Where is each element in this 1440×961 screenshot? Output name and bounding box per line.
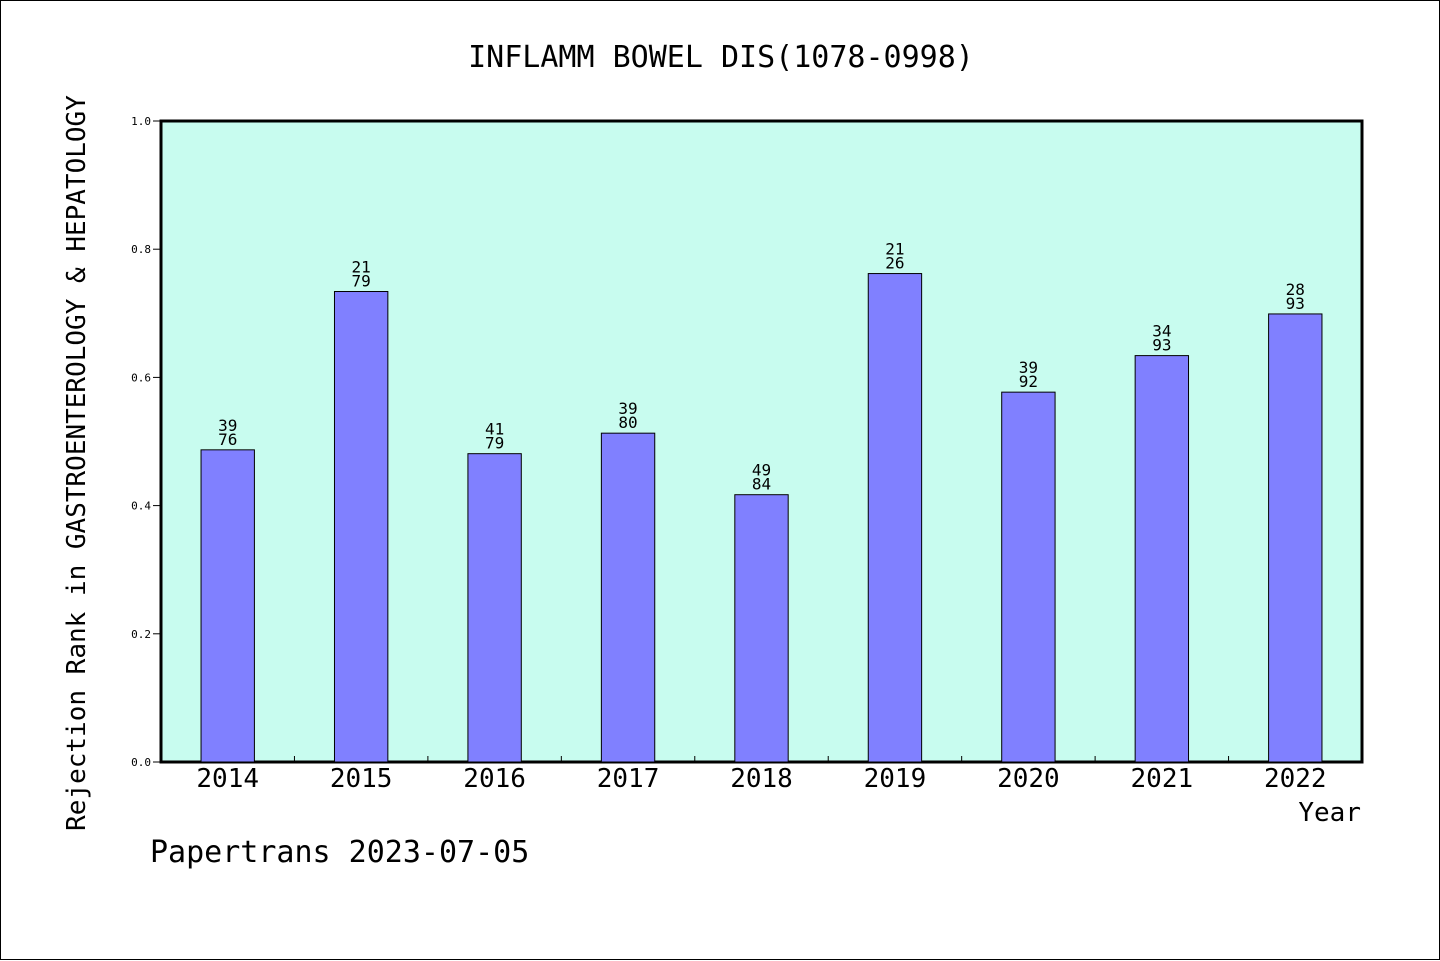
x-axis: 2014 2015 2016 2017 2018 2019 2020 2021 2022	[196, 756, 1327, 794]
bar-total-label: 93	[1152, 336, 1171, 355]
bar-total-label: 79	[485, 434, 504, 453]
y-axis-label: Rejection Rank in GASTROENTEROLOGY & HEP…	[62, 95, 92, 831]
x-tick-label: 2014	[196, 764, 259, 794]
bar-rank-label: 21	[352, 258, 371, 277]
bar-2016	[467, 453, 522, 763]
y-tick-label: 0.4	[131, 500, 151, 513]
bar-2020	[1001, 391, 1056, 763]
bar-2019	[867, 273, 923, 763]
bar-rank-label: 39	[1019, 358, 1038, 377]
x-tick-label: 2019	[864, 764, 927, 794]
bar-2022	[1268, 313, 1323, 763]
bar-2017	[600, 432, 656, 763]
x-tick-label: 2015	[330, 764, 393, 794]
bar-2014	[200, 449, 255, 763]
chart-title: INFLAMM BOWEL DIS(1078-0998)	[468, 40, 974, 75]
y-tick-label: 1.0	[131, 115, 151, 128]
y-tick-label: 0.6	[131, 371, 151, 384]
bar-total-label: 93	[1286, 294, 1305, 313]
bar-total-label: 79	[352, 272, 371, 291]
y-tick-label: 0.2	[131, 628, 151, 641]
x-tick-label: 2018	[730, 764, 793, 794]
footer-note: Papertrans 2023-07-05	[150, 835, 530, 870]
x-tick-label: 2020	[997, 764, 1060, 794]
y-tick-label: 0.0	[131, 756, 151, 769]
bar-rank-label: 39	[218, 416, 237, 435]
bar-rank-label: 41	[485, 420, 504, 439]
x-tick-label: 2021	[1131, 764, 1194, 794]
bar-rank-label: 28	[1286, 280, 1305, 299]
bar-2021	[1134, 355, 1190, 763]
x-tick-label: 2016	[463, 764, 526, 794]
bar-total-label: 92	[1019, 372, 1038, 391]
y-tick-label: 0.8	[131, 243, 151, 256]
bar-total-label: 76	[218, 430, 237, 449]
bar-rank-label: 39	[618, 399, 637, 418]
bar-total-label: 26	[885, 254, 904, 273]
bar-2018	[734, 494, 789, 763]
bar-total-label: 84	[752, 475, 771, 494]
bar-series	[200, 273, 1323, 763]
bar-rank-label: 34	[1152, 322, 1171, 341]
bar-total-label: 80	[618, 413, 637, 432]
x-axis-label: Year	[1298, 798, 1361, 828]
x-tick-label: 2017	[597, 764, 660, 794]
bar-2015	[333, 291, 389, 763]
y-axis: 0.0 0.2 0.4 0.6 0.8 1.0	[131, 115, 161, 769]
bar-rank-label: 49	[752, 461, 771, 480]
bar-rank-label: 21	[885, 240, 904, 259]
x-tick-label: 2022	[1264, 764, 1327, 794]
